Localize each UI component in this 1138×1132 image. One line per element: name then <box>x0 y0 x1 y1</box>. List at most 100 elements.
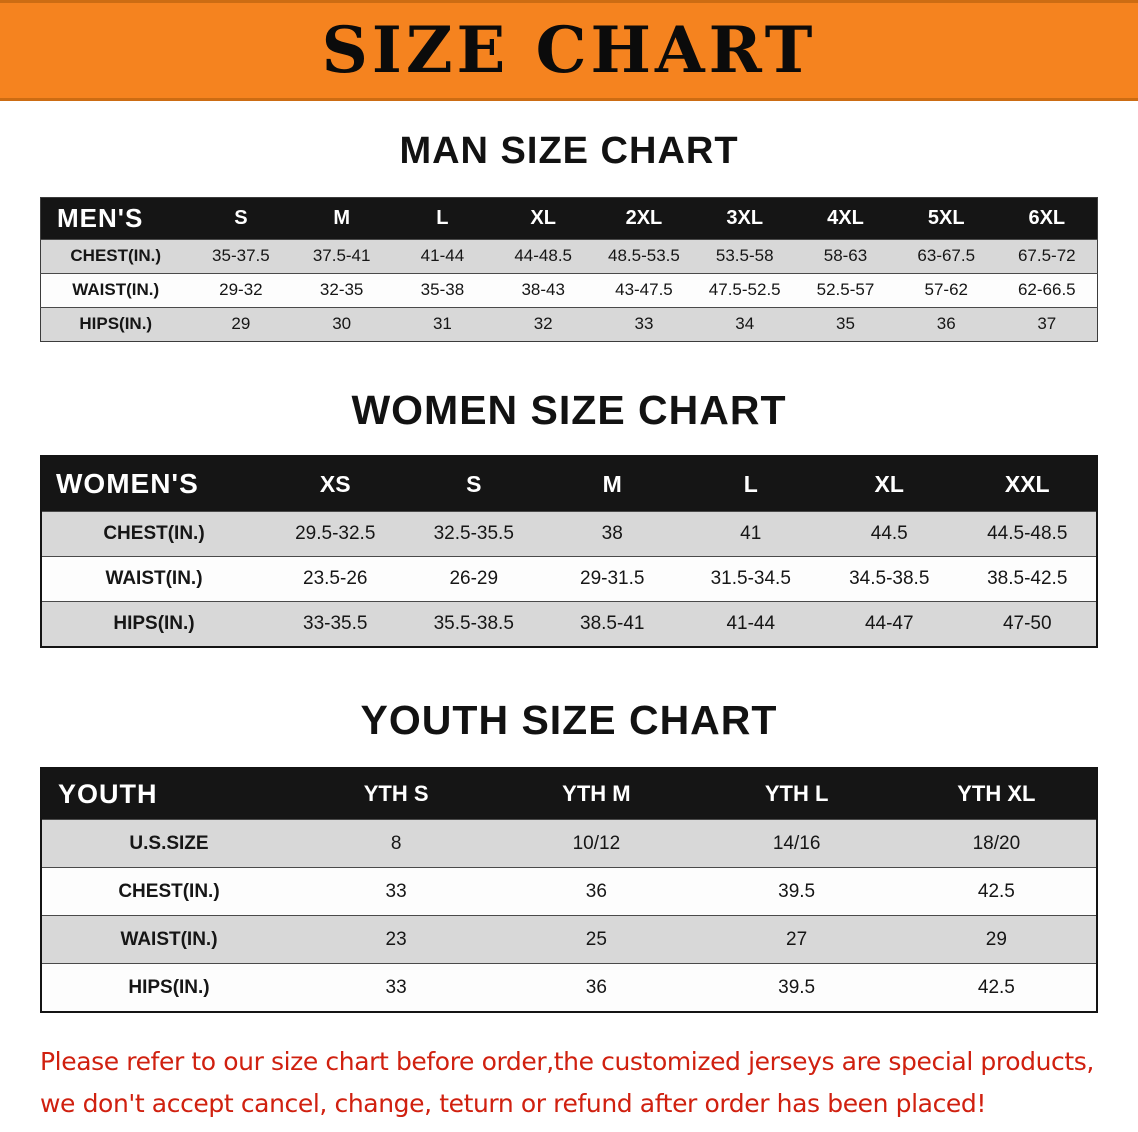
size-column-header: XL <box>492 197 594 240</box>
youth-size-table: YOUTH YTH S YTH M YTH L YTH XL U.S.SIZE 8 10/12… <box>40 766 1098 1013</box>
size-value: 38 <box>543 511 682 557</box>
size-column-header: YTH S <box>296 767 497 820</box>
size-value: 25 <box>496 915 697 964</box>
size-value: 38-43 <box>492 272 594 308</box>
size-value: 33 <box>296 867 497 916</box>
size-value: 47-50 <box>958 601 1097 647</box>
measurement-label: CHEST(IN.) <box>41 511 266 557</box>
size-value: 39.5 <box>696 963 897 1012</box>
women-measurement-row-2: HIPS(IN.) 33-35.5 35.5-38.5 38.5-41 41-44 44-… <box>41 601 1097 647</box>
size-value: 62-66.5 <box>996 272 1098 308</box>
men-measurement-row-2: HIPS(IN.) 29 30 31 32 33 34 35 36 37 <box>40 306 1098 342</box>
size-value: 41-44 <box>392 238 493 274</box>
size-value: 38.5-41 <box>543 601 682 647</box>
title-banner: SIZE CHART <box>0 0 1138 101</box>
youth-size-chart-section: YOUTH SIZE CHART YOUTH YTH S YTH M YTH L YTH … <box>0 696 1138 1013</box>
disclaimer-line-1: Please refer to our size chart before or… <box>40 1046 1094 1076</box>
size-value: 42.5 <box>896 867 1097 916</box>
size-value: 36 <box>496 963 697 1012</box>
size-value: 35.5-38.5 <box>404 601 543 647</box>
size-value: 23 <box>296 915 497 964</box>
size-value: 8 <box>296 819 497 868</box>
size-value: 57-62 <box>895 272 997 308</box>
women-header-row: WOMEN'S XS S M L XL XXL <box>41 455 1097 512</box>
size-value: 10/12 <box>496 819 697 868</box>
disclaimer-line-2: we don't accept cancel, change, teturn o… <box>40 1089 986 1119</box>
youth-section-heading: YOUTH SIZE CHART <box>360 696 778 743</box>
size-value: 33-35.5 <box>266 601 405 647</box>
size-column-header: XS <box>266 455 405 512</box>
size-value: 14/16 <box>696 819 897 868</box>
youth-measurement-row-2: WAIST(IN.) 23 25 27 29 <box>41 915 1097 964</box>
size-value: 44.5 <box>820 511 959 557</box>
size-column-header: YTH L <box>696 767 897 820</box>
measurement-label: CHEST(IN.) <box>40 238 191 274</box>
size-value: 41-44 <box>681 601 820 647</box>
youth-measurement-row-1: CHEST(IN.) 33 36 39.5 42.5 <box>41 867 1097 916</box>
size-value: 31 <box>392 306 493 342</box>
size-value: 52.5-57 <box>795 272 896 308</box>
measurement-label: WAIST(IN.) <box>41 915 296 964</box>
men-size-chart-section: MAN SIZE CHART MEN'S S M L XL 2XL 3XL 4XL 5XL 6XL C… <box>0 130 1138 342</box>
men-table-title: MEN'S <box>40 197 191 240</box>
youth-table-title: YOUTH <box>41 767 296 820</box>
size-value: 38.5-42.5 <box>958 556 1097 602</box>
size-column-header: 4XL <box>795 197 896 240</box>
size-value: 58-63 <box>795 238 896 274</box>
men-measurement-row-1: WAIST(IN.) 29-32 32-35 35-38 38-43 43-47.5 47.… <box>40 272 1098 308</box>
measurement-label: HIPS(IN.) <box>40 306 191 342</box>
size-value: 27 <box>696 915 897 964</box>
youth-measurement-row-0: U.S.SIZE 8 10/12 14/16 18/20 <box>41 819 1097 868</box>
size-column-header: 5XL <box>895 197 997 240</box>
women-section-heading: WOMEN SIZE CHART <box>351 386 787 433</box>
youth-measurement-row-3: HIPS(IN.) 33 36 39.5 42.5 <box>41 963 1097 1012</box>
women-size-chart-section: WOMEN SIZE CHART WOMEN'S XS S M L XL XXL CHEST(I… <box>0 386 1138 648</box>
measurement-label: HIPS(IN.) <box>41 963 296 1012</box>
women-measurement-row-0: CHEST(IN.) 29.5-32.5 32.5-35.5 38 41 44.5 44.5… <box>41 511 1097 557</box>
size-charts-container: MAN SIZE CHART MEN'S S M L XL 2XL 3XL 4XL 5XL 6XL C… <box>0 130 1138 1013</box>
men-measurement-row-0: CHEST(IN.) 35-37.5 37.5-41 41-44 44-48.5 48.5… <box>40 238 1098 274</box>
size-value: 32 <box>492 306 594 342</box>
size-value: 29 <box>896 915 1097 964</box>
disclaimer-notice: Please refer to our size chart before or… <box>40 1041 1118 1126</box>
size-value: 43-47.5 <box>593 272 695 308</box>
size-column-header: L <box>392 197 493 240</box>
women-measurement-row-1: WAIST(IN.) 23.5-26 26-29 29-31.5 31.5-34.5 34… <box>41 556 1097 602</box>
size-value: 29 <box>190 306 292 342</box>
size-value: 63-67.5 <box>895 238 997 274</box>
size-value: 31.5-34.5 <box>681 556 820 602</box>
size-column-header: 2XL <box>593 197 695 240</box>
size-value: 29-31.5 <box>543 556 682 602</box>
measurement-label: CHEST(IN.) <box>41 867 296 916</box>
size-value: 44.5-48.5 <box>958 511 1097 557</box>
size-value: 32-35 <box>291 272 393 308</box>
size-value: 33 <box>296 963 497 1012</box>
size-value: 42.5 <box>896 963 1097 1012</box>
size-value: 37 <box>996 306 1098 342</box>
size-value: 29-32 <box>190 272 292 308</box>
measurement-label: WAIST(IN.) <box>40 272 191 308</box>
size-value: 33 <box>593 306 695 342</box>
men-size-table: MEN'S S M L XL 2XL 3XL 4XL 5XL 6XL CHEST(IN.) 35-37… <box>40 196 1098 342</box>
men-header-row: MEN'S S M L XL 2XL 3XL 4XL 5XL 6XL <box>40 197 1098 240</box>
size-value: 44-47 <box>820 601 959 647</box>
size-value: 34.5-38.5 <box>820 556 959 602</box>
size-column-header: M <box>291 197 393 240</box>
size-column-header: 3XL <box>694 197 796 240</box>
size-value: 26-29 <box>404 556 543 602</box>
measurement-label: HIPS(IN.) <box>41 601 266 647</box>
measurement-label: U.S.SIZE <box>41 819 296 868</box>
size-value: 36 <box>895 306 997 342</box>
size-value: 35-38 <box>392 272 493 308</box>
size-column-header: YTH M <box>496 767 697 820</box>
size-column-header: XXL <box>958 455 1097 512</box>
page-title: SIZE CHART <box>321 12 817 88</box>
size-value: 23.5-26 <box>266 556 405 602</box>
size-column-header: 6XL <box>996 197 1098 240</box>
size-value: 67.5-72 <box>996 238 1098 274</box>
size-value: 35 <box>795 306 896 342</box>
size-value: 34 <box>694 306 796 342</box>
size-column-header: S <box>190 197 292 240</box>
size-value: 35-37.5 <box>190 238 292 274</box>
